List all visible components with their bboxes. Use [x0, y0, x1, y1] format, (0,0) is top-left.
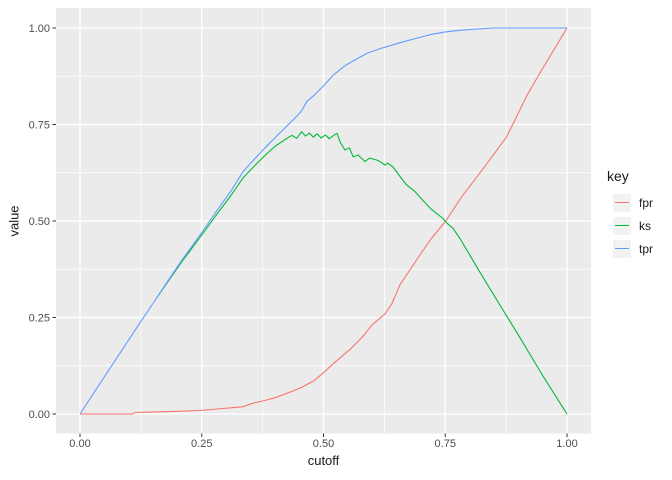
legend-line-ks	[615, 225, 629, 226]
x-axis-title: cutoff	[307, 453, 340, 468]
y-tick-label: 0.00	[29, 409, 50, 421]
legend-key-ks	[613, 217, 631, 235]
x-tick-label: 1.00	[556, 438, 577, 450]
legend-items: fpr ks tpr	[607, 194, 653, 258]
y-tick-label: 1.00	[29, 23, 50, 35]
x-tick-label: 0.00	[69, 438, 90, 450]
y-axis-title: value	[6, 205, 22, 237]
series-line-fpr	[80, 27, 568, 415]
x-tick-label: 0.75	[435, 438, 456, 450]
x-tick-label: 0.50	[313, 438, 334, 450]
legend: key fpr ks tpr	[607, 168, 653, 263]
legend-line-fpr	[615, 202, 629, 203]
legend-label-ks: ks	[639, 219, 651, 233]
x-tick-label: 0.25	[191, 438, 212, 450]
legend-item-tpr: tpr	[613, 240, 653, 258]
legend-item-ks: ks	[613, 217, 653, 235]
legend-label-tpr: tpr	[639, 242, 654, 256]
series-line-ks	[155, 131, 568, 415]
y-tick-label: 0.50	[29, 216, 50, 228]
y-tick-label: 0.25	[29, 312, 50, 324]
legend-key-tpr	[613, 240, 631, 258]
legend-line-tpr	[615, 248, 629, 249]
y-tick-label: 0.75	[29, 119, 50, 131]
series-line-tpr	[79, 27, 567, 415]
legend-key-fpr	[613, 194, 631, 212]
legend-title: key	[607, 168, 629, 184]
legend-label-fpr: fpr	[639, 196, 654, 210]
legend-item-fpr: fpr	[613, 194, 653, 212]
